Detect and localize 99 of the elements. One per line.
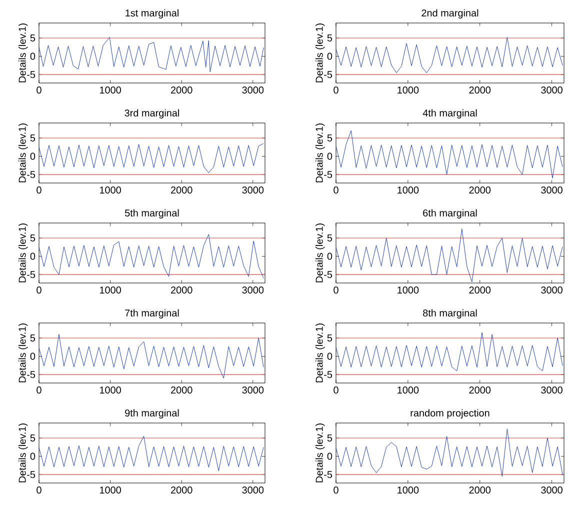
y-axis-title: Details (lev.1): [316, 224, 325, 282]
line-series: [39, 143, 264, 173]
chart-title: 9th marginal: [125, 409, 179, 418]
x-tick-label: 1000: [398, 186, 419, 194]
chart-title: 6th marginal: [423, 209, 477, 218]
y-tick-label: 0: [30, 452, 36, 460]
y-tick-label: 0: [30, 152, 36, 160]
x-tick-label: 0: [334, 486, 338, 494]
y-tick-label: -5: [27, 71, 36, 78]
y-tick-label: 0: [327, 452, 332, 460]
y-axis-title: Details (lev.1): [316, 124, 325, 182]
x-tick-label: 2000: [171, 286, 192, 294]
x-tick-label: 1000: [100, 486, 121, 494]
chart-title: 5th marginal: [124, 209, 179, 218]
x-tick-label: 3000: [541, 86, 562, 94]
chart-title: random projection: [410, 409, 490, 418]
y-tick-label: 5: [327, 134, 332, 142]
x-tick-label: 3000: [242, 186, 264, 194]
x-tick-label: 1000: [100, 286, 121, 294]
line-series: [39, 37, 264, 72]
chart-title: 3rd marginal: [124, 109, 179, 118]
x-tick-label: 0: [36, 186, 42, 194]
x-tick-label: 3000: [242, 386, 264, 394]
x-tick-label: 0: [334, 86, 338, 94]
chart-title: 1st marginal: [126, 9, 178, 18]
x-tick-label: 0: [36, 86, 42, 94]
y-tick-label: 0: [30, 352, 36, 360]
y-tick-label: 5: [30, 334, 36, 342]
x-tick-label: 1000: [398, 386, 419, 394]
y-tick-label: 5: [327, 334, 332, 342]
y-axis-title: Details (lev.1): [18, 124, 28, 182]
y-tick-label: -5: [27, 371, 36, 378]
y-axis-title: Details (lev.1): [18, 424, 28, 482]
x-tick-label: 0: [36, 486, 42, 494]
y-axis-title: Details (lev.1): [18, 224, 28, 282]
chart-title: 7th marginal: [125, 309, 179, 318]
x-tick-label: 2000: [171, 186, 192, 194]
y-tick-label: -5: [27, 171, 36, 178]
x-tick-label: 2000: [469, 486, 491, 494]
x-tick-label: 1000: [398, 86, 419, 94]
x-tick-label: 1000: [100, 186, 121, 194]
y-tick-label: 5: [327, 234, 332, 242]
chart-title: 8th marginal: [423, 309, 477, 318]
y-tick-label: 5: [327, 434, 332, 442]
y-tick-label: 5: [327, 34, 332, 42]
x-tick-label: 2000: [469, 86, 491, 94]
chart-title: 4th marginal: [422, 109, 477, 118]
x-tick-label: 2000: [171, 486, 192, 494]
x-tick-label: 3000: [541, 186, 562, 194]
y-axis-title: Details (lev.1): [316, 24, 325, 82]
y-tick-label: -5: [324, 271, 332, 278]
y-tick-label: 0: [30, 252, 36, 260]
y-tick-label: -5: [324, 371, 332, 378]
x-tick-label: 2000: [469, 186, 491, 194]
y-tick-label: 0: [327, 252, 332, 260]
chart-title: 2nd marginal: [422, 9, 478, 18]
y-tick-label: 5: [30, 134, 36, 142]
x-tick-label: 1000: [398, 286, 419, 294]
y-axis-title: Details (lev.1): [316, 324, 325, 382]
y-tick-label: 0: [30, 52, 36, 60]
line-series: [39, 436, 264, 472]
x-tick-label: 3000: [541, 286, 562, 294]
y-tick-label: 0: [327, 52, 332, 60]
y-tick-label: 5: [30, 434, 36, 442]
x-tick-label: 1000: [100, 86, 121, 94]
x-tick-label: 0: [36, 286, 42, 294]
x-tick-label: 3000: [541, 486, 562, 494]
x-tick-label: 3000: [541, 386, 562, 394]
line-series: [336, 428, 563, 477]
line-series: [39, 234, 264, 278]
line-series: [336, 332, 563, 372]
y-tick-label: 5: [30, 34, 36, 42]
x-tick-label: 2000: [469, 386, 491, 394]
y-tick-label: -5: [27, 471, 36, 478]
x-tick-label: 0: [334, 386, 338, 394]
x-tick-label: 2000: [171, 386, 192, 394]
y-tick-label: 0: [327, 152, 332, 160]
x-tick-label: 3000: [242, 86, 264, 94]
x-tick-label: 0: [36, 386, 42, 394]
line-series: [39, 334, 264, 378]
x-tick-label: 0: [334, 286, 338, 294]
y-axis-title: Details (lev.1): [18, 24, 28, 82]
x-tick-label: 2000: [469, 286, 491, 294]
y-tick-label: 5: [30, 234, 36, 242]
x-tick-label: 2000: [171, 86, 192, 94]
y-axis-title: Details (lev.1): [18, 324, 28, 382]
y-tick-label: -5: [27, 271, 36, 278]
line-series: [336, 130, 563, 178]
x-tick-label: 0: [334, 186, 338, 194]
y-axis-title: Details (lev.1): [316, 424, 325, 482]
y-tick-label: -5: [324, 471, 332, 478]
x-tick-label: 1000: [100, 386, 121, 394]
y-tick-label: -5: [324, 171, 332, 178]
line-series: [336, 228, 563, 282]
x-tick-label: 3000: [242, 486, 264, 494]
x-tick-label: 3000: [242, 286, 264, 294]
y-tick-label: -5: [324, 71, 332, 78]
x-tick-label: 1000: [398, 486, 419, 494]
y-tick-label: 0: [327, 352, 332, 360]
